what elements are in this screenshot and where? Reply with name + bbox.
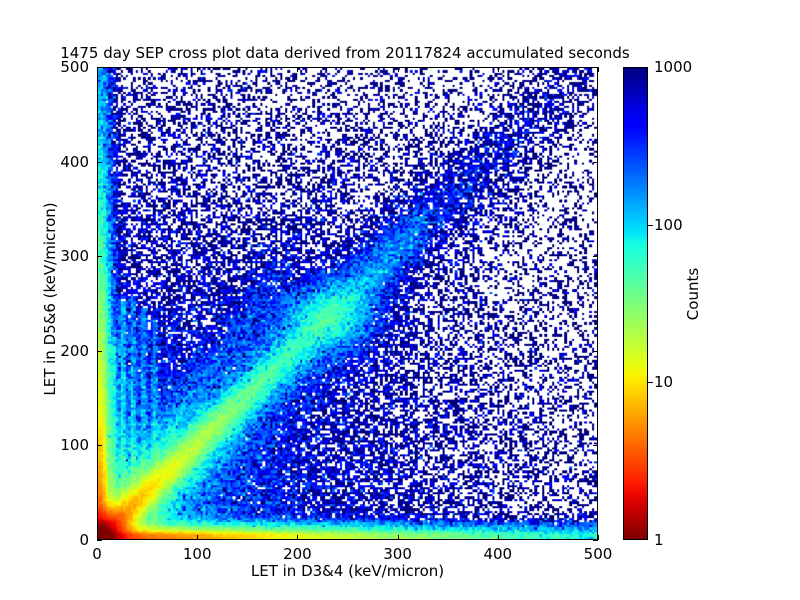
y-tick-mark: [97, 67, 102, 68]
x-tick-mark: [197, 535, 199, 540]
x-tick-mark: [97, 535, 98, 540]
y-tick-label: 0: [79, 531, 89, 549]
x-tick-label: 0: [92, 545, 102, 563]
x-tick-mark: [598, 535, 599, 540]
colorbar-tick-label: 1000: [654, 58, 693, 76]
x-tick-label: 300: [383, 545, 412, 563]
colorbar-tick-mark: [648, 382, 653, 384]
plot-area: [97, 67, 598, 540]
x-tick-label: 100: [182, 545, 212, 563]
x-tick-mark: [497, 535, 499, 540]
y-tick-label: 500: [60, 58, 89, 76]
colorbar: [623, 67, 648, 540]
y-tick-mark: [97, 445, 102, 447]
y-tick-mark: [97, 161, 102, 163]
y-tick-mark-right: [593, 350, 598, 352]
y-tick-label: 100: [60, 436, 89, 455]
x-tick-mark: [297, 535, 299, 540]
x-tick-label: 400: [483, 545, 513, 563]
y-tick-mark: [97, 256, 102, 258]
x-tick-mark-top: [197, 67, 199, 72]
y-axis-label: LET in D5&6 (keV/micron): [41, 202, 59, 396]
colorbar-tick-mark: [648, 224, 653, 226]
x-tick-mark-top: [598, 67, 599, 72]
y-tick-label: 300: [60, 247, 89, 266]
chart-title-line-1: 1475 day SEP cross plot data derived fro…: [60, 44, 630, 62]
x-tick-label: 200: [283, 545, 312, 563]
colorbar-gradient: [624, 68, 647, 539]
colorbar-tick-label: 10: [654, 373, 674, 392]
x-axis-label: LET in D3&4 (keV/micron): [250, 562, 445, 580]
y-tick-label: 400: [60, 152, 89, 171]
x-tick-mark-top: [97, 67, 98, 72]
y-tick-label: 200: [60, 341, 89, 360]
y-tick-mark-right: [593, 445, 598, 447]
x-tick-label: 500: [583, 545, 613, 563]
y-tick-mark: [97, 540, 102, 541]
y-tick-mark-right: [593, 540, 598, 541]
y-tick-mark-right: [593, 256, 598, 258]
colorbar-label: Counts: [684, 267, 702, 321]
x-tick-mark-top: [497, 67, 499, 72]
y-tick-mark-right: [593, 161, 598, 163]
x-tick-mark-top: [297, 67, 299, 72]
y-tick-mark-right: [593, 67, 598, 68]
colorbar-tick-label: 100: [654, 215, 683, 234]
density-heatmap: [98, 68, 597, 539]
colorbar-tick-label: 1: [654, 531, 664, 549]
y-tick-mark: [97, 350, 102, 352]
x-tick-mark-top: [397, 67, 399, 72]
x-tick-mark: [397, 535, 399, 540]
